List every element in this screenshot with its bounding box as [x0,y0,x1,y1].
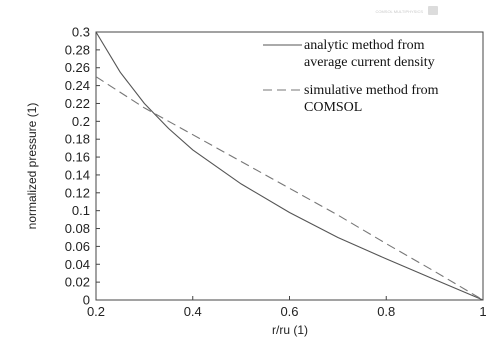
watermark-text: COMSOL MULTIPHYSICS [375,9,423,14]
x-axis-label: r/ru (1) [272,323,308,337]
legend: analytic method from average current dens… [263,38,439,115]
y-tick-label: 0.18 [65,132,90,147]
y-tick-label: 0.02 [65,275,90,290]
legend-label: analytic method from [304,38,425,53]
y-axis-label: normalized pressure (1) [25,103,39,230]
y-tick-label: 0.08 [65,221,90,236]
series-line-1 [95,31,484,301]
y-tick-label: 0.14 [65,167,90,182]
series-line-2 [95,76,484,301]
x-tick-label: 0.2 [87,304,105,319]
y-tick-label: 0.12 [65,185,90,200]
x-tick-label: 1 [479,304,486,319]
series-layer [95,31,484,301]
legend-label: COMSOL [304,100,362,115]
x-tick-label: 0.4 [184,304,202,319]
x-tick-label: 0.6 [280,304,298,319]
x-tick-label: 0.8 [377,304,395,319]
x-axis: 0.2 0.4 0.6 0.8 1 [87,296,487,319]
watermark: COMSOL MULTIPHYSICS [375,6,438,15]
y-axis: 0 0.02 0.04 0.06 0.08 0.1 0.12 0.14 0.16 0.18 0.2 0… [65,25,100,308]
comsol-logo-icon [428,6,438,15]
y-tick-label: 0.3 [72,25,90,40]
y-tick-label: 0.06 [65,239,90,254]
y-tick-label: 0.26 [65,60,90,75]
y-tick-label: 0.16 [65,150,90,165]
y-tick-label: 0.24 [65,78,90,93]
y-tick-label: 0.1 [72,203,90,218]
legend-label: average current density [304,55,435,70]
legend-label: simulative method from [304,83,439,98]
y-tick-label: 0.22 [65,96,90,111]
y-tick-label: 0 [83,293,90,308]
y-tick-label: 0.04 [65,257,90,272]
y-tick-label: 0.28 [65,42,90,57]
y-tick-label: 0.2 [72,114,90,129]
plot-frame [95,31,484,301]
plot-area: 00.020.040.060.080.10.120.140.160.180.20… [65,25,487,320]
